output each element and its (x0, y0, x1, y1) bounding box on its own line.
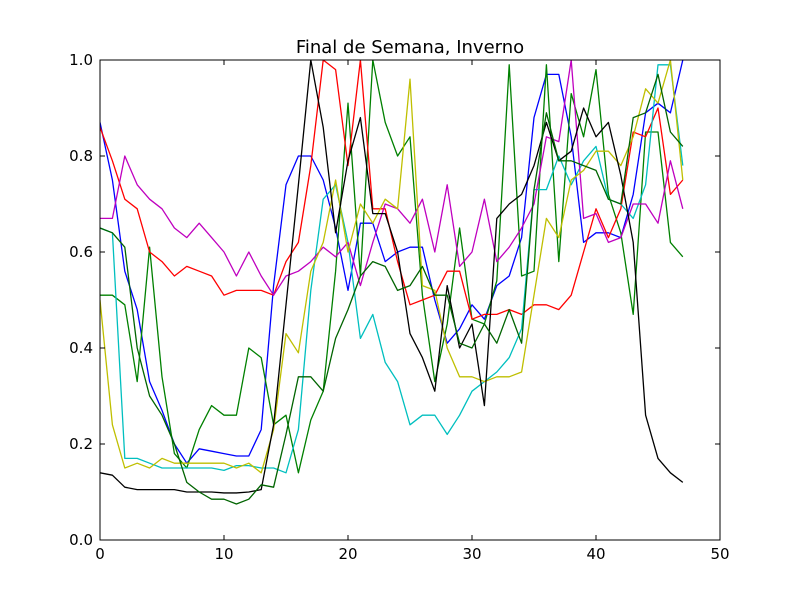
series-layer (100, 60, 684, 505)
x-tick-label: 20 (338, 545, 357, 563)
series-line-3 (100, 60, 684, 320)
plot-frame (99, 59, 721, 541)
y-tick-label: 0.0 (69, 531, 93, 549)
y-tick-label: 0.2 (69, 435, 93, 453)
x-tick-label: 0 (95, 545, 105, 563)
x-tick-label: 10 (214, 545, 233, 563)
series-line-2 (100, 60, 684, 474)
chart-title: Final de Semana, Inverno (296, 37, 524, 58)
x-tick-label: 40 (586, 545, 605, 563)
axes-layer: 0 10 20 30 40 50 0.0 0.2 0.4 0.6 0.8 1.0 (69, 51, 729, 563)
series-line-6 (100, 60, 684, 474)
x-tick-label: 30 (462, 545, 481, 563)
series-line-8 (100, 73, 684, 505)
y-tick-label: 0.8 (69, 147, 93, 165)
series-line-7 (100, 60, 684, 494)
y-tick-label: 0.4 (69, 339, 93, 357)
y-tick-label: 0.6 (69, 243, 93, 261)
y-tick-label: 1.0 (69, 51, 93, 69)
series-line-5 (100, 60, 684, 296)
series-line-4 (100, 64, 684, 474)
x-tick-label: 50 (710, 545, 729, 563)
series-line-1 (100, 60, 684, 464)
